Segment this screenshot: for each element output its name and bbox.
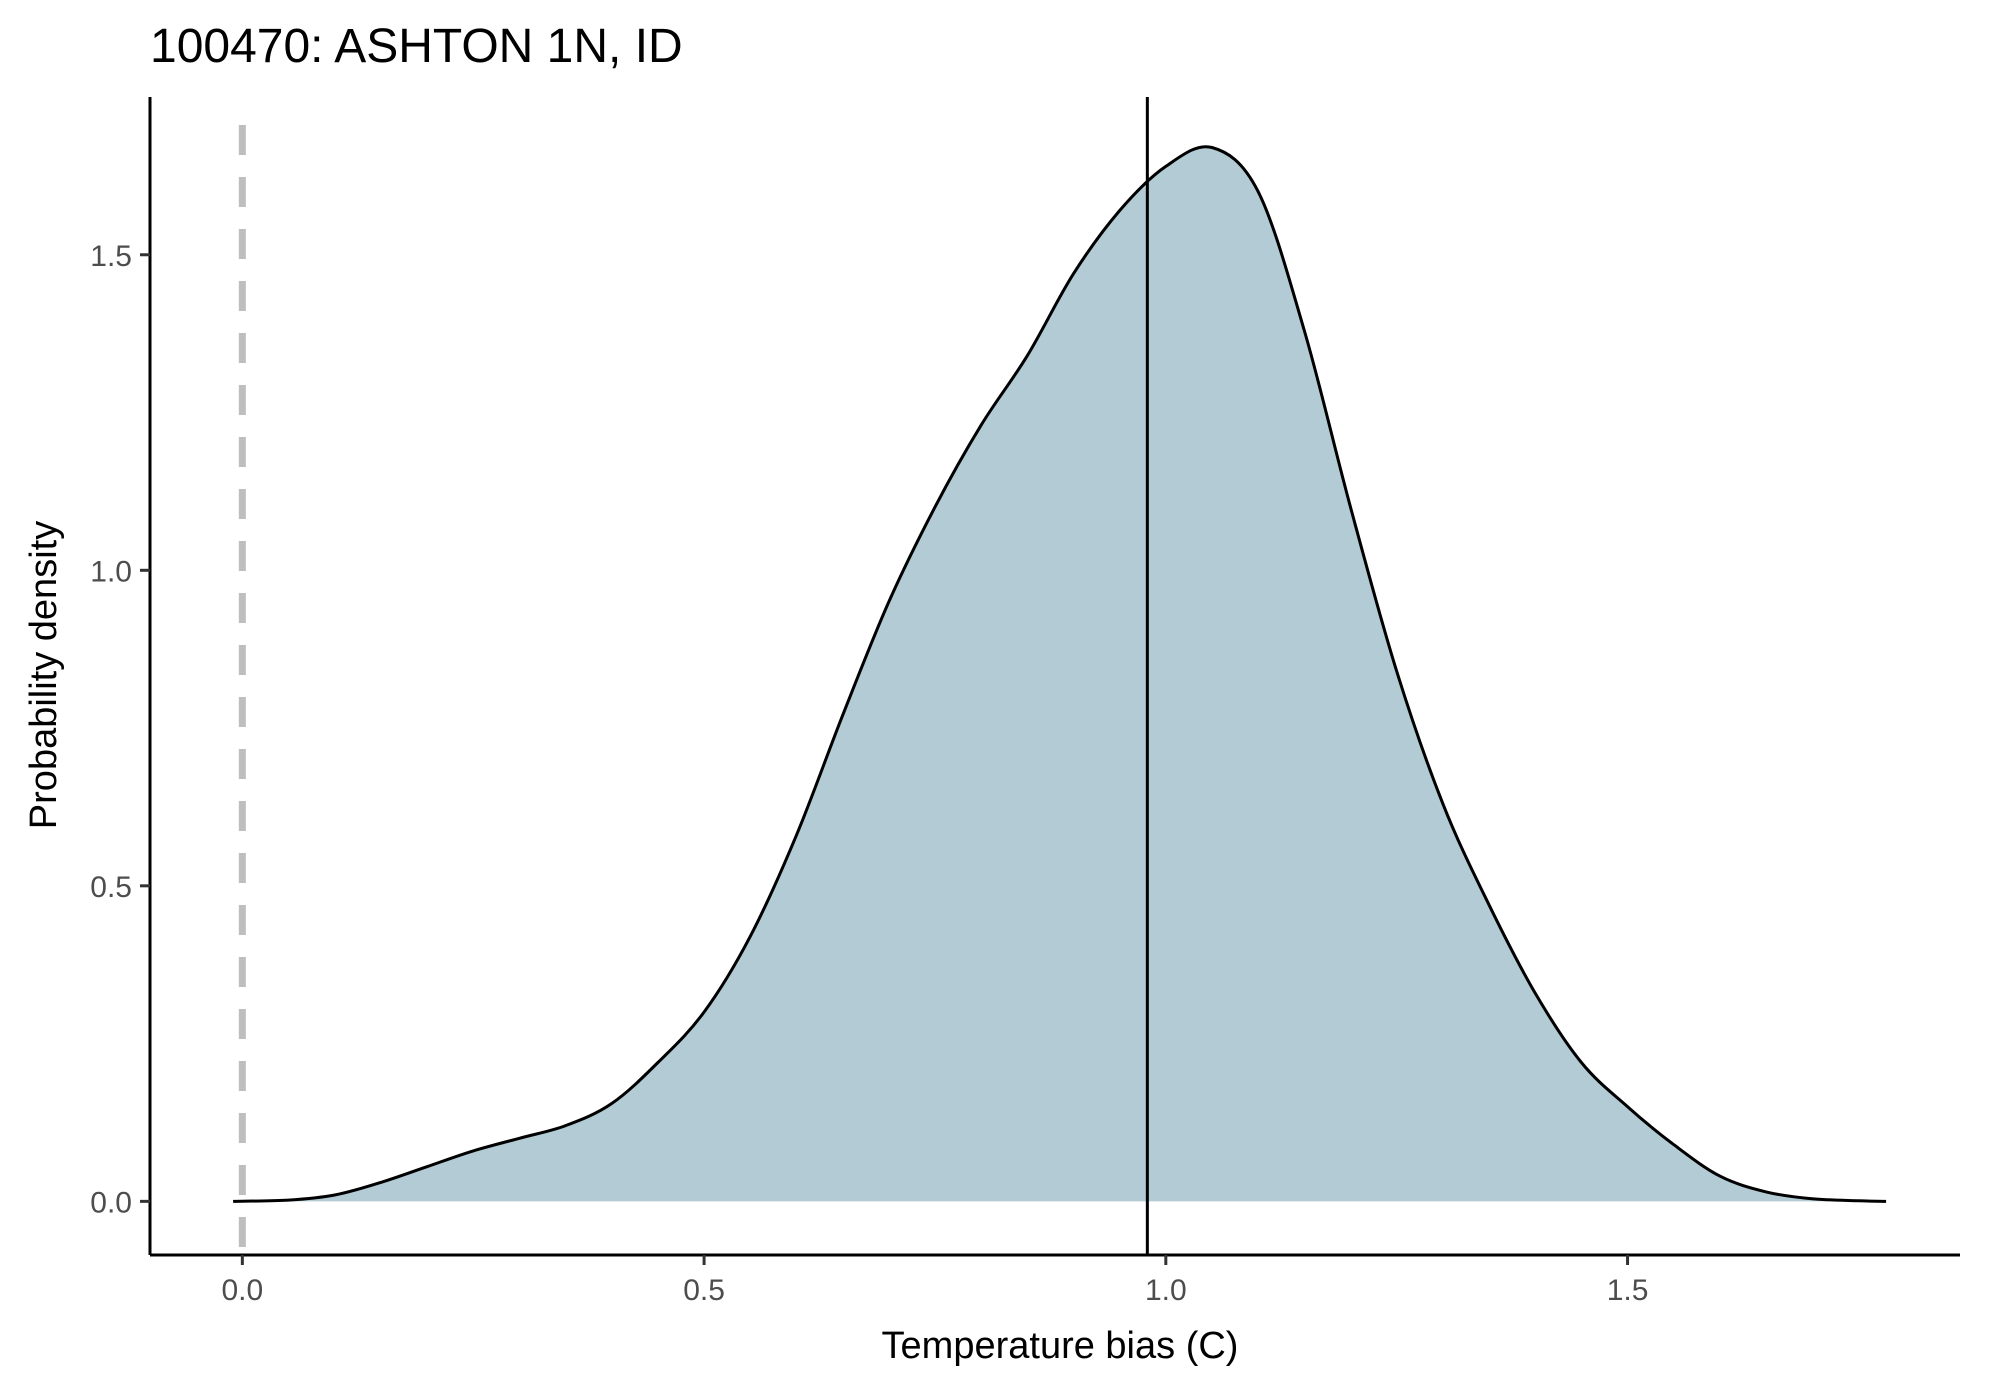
density-curve: [233, 145, 1887, 1203]
y-axis-title: Probability density: [23, 521, 65, 829]
x-axis-title: Temperature bias (C): [882, 1325, 1239, 1367]
x-tick-label: 0.5: [683, 1274, 725, 1307]
density-area: [233, 146, 1887, 1202]
y-tick-label: 1.0: [90, 555, 132, 588]
y-tick-label: 0.5: [90, 871, 132, 904]
plot-area: [233, 97, 1887, 1255]
y-tick-label: 1.5: [90, 240, 132, 273]
axes: 0.0 0.5 1.0 1.5 0.0 0.5 1.0 1.5: [90, 97, 1960, 1307]
x-tick-label: 1.5: [1607, 1274, 1649, 1307]
chart-title: 100470: ASHTON 1N, ID: [150, 20, 683, 73]
x-tick-label: 0.0: [221, 1274, 263, 1307]
x-tick-label: 1.0: [1145, 1274, 1187, 1307]
y-tick-label: 0.0: [90, 1186, 132, 1219]
